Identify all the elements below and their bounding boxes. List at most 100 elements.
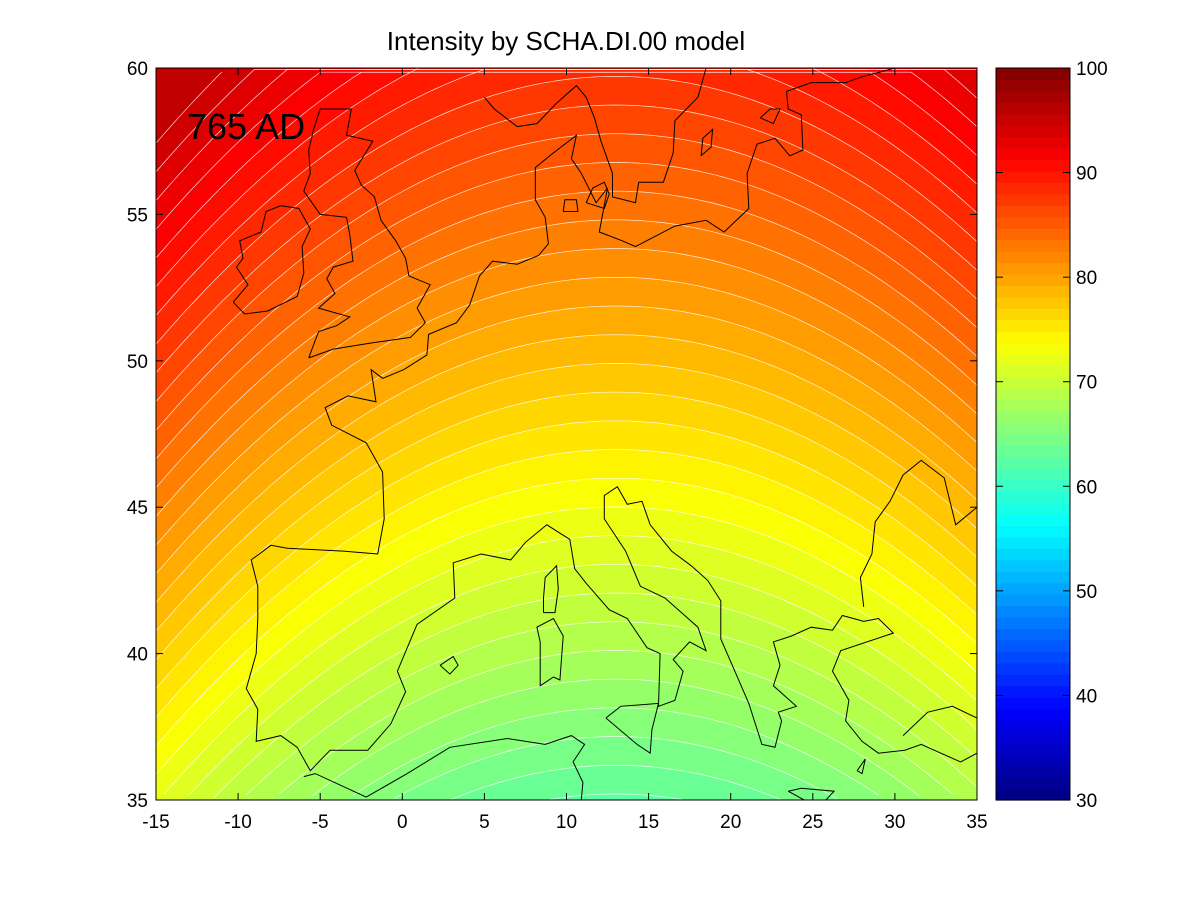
coastline xyxy=(543,564,559,614)
contour-line xyxy=(393,736,838,800)
colorbar-step xyxy=(996,170,1070,183)
colorbar-step xyxy=(996,697,1070,710)
colorbar-tick-label: 70 xyxy=(1076,373,1097,394)
contour-line xyxy=(155,363,978,632)
colorbar-step xyxy=(996,68,1070,81)
contour-line xyxy=(155,449,978,718)
contour-band xyxy=(156,68,977,172)
x-tick-label: 25 xyxy=(802,812,823,833)
x-tick-label: 5 xyxy=(479,812,490,833)
contour-line xyxy=(155,69,978,316)
coastline xyxy=(536,617,564,687)
contour-line xyxy=(155,334,978,603)
colorbar-step xyxy=(996,388,1070,401)
coastline xyxy=(759,108,781,125)
contour-line xyxy=(163,535,978,795)
x-tick-label: 35 xyxy=(966,812,987,833)
colorbar-step xyxy=(996,296,1070,309)
colorbar-step xyxy=(996,205,1070,218)
contour-line xyxy=(155,276,978,546)
colorbar-step xyxy=(996,662,1070,675)
colorbar-step xyxy=(996,342,1070,355)
colorbar-step xyxy=(996,731,1070,744)
coastline xyxy=(859,459,977,607)
contour-line xyxy=(155,506,978,775)
contour-line xyxy=(155,219,978,488)
colorbar-step xyxy=(996,125,1070,138)
x-axis: -15 -10 -5 0 5 10 15 20 25 30 35 xyxy=(142,68,988,833)
contour-line xyxy=(155,67,978,287)
coastline xyxy=(585,181,610,210)
intensity-field xyxy=(156,68,977,800)
colorbar-frame xyxy=(995,67,1071,801)
contour-line xyxy=(155,420,978,689)
coastline xyxy=(303,108,431,359)
coastlines xyxy=(232,68,977,800)
colorbar-step xyxy=(996,536,1070,549)
colorbar-step xyxy=(996,525,1070,538)
x-tick-label: -10 xyxy=(224,812,251,833)
colorbar-step xyxy=(996,399,1070,412)
y-axis: 35 40 45 50 55 60 xyxy=(127,59,977,812)
coastline xyxy=(700,128,714,157)
contour-line xyxy=(155,75,978,345)
colorbar-tick-label: 50 xyxy=(1076,582,1097,603)
coastline xyxy=(605,702,660,755)
coastline xyxy=(245,134,977,772)
colorbar-step xyxy=(996,765,1070,778)
colorbar-step xyxy=(996,113,1070,126)
contour-line xyxy=(155,248,978,517)
y-tick-label: 50 xyxy=(127,352,148,373)
colorbar-step xyxy=(996,674,1070,687)
contour-line xyxy=(155,190,978,460)
colorbar-step xyxy=(996,685,1070,698)
colorbar-step xyxy=(996,159,1070,172)
contour-line xyxy=(155,69,978,201)
coastline xyxy=(303,735,586,800)
coastline xyxy=(562,199,579,212)
colorbar-step xyxy=(996,491,1070,504)
colorbar-step xyxy=(996,651,1070,664)
contour-line xyxy=(155,162,978,431)
coastline xyxy=(484,68,707,204)
colorbar-step xyxy=(996,319,1070,332)
colorbar-tick-label: 60 xyxy=(1076,477,1097,498)
colorbar-step xyxy=(996,148,1070,161)
y-tick-label: 60 xyxy=(127,59,148,80)
coastline xyxy=(856,758,866,775)
colorbar-step xyxy=(996,308,1070,321)
contour-line xyxy=(278,650,953,795)
contour-line xyxy=(311,678,920,797)
colorbar-step xyxy=(996,754,1070,767)
colorbar-step xyxy=(996,788,1070,801)
colorbar-tick-label: 100 xyxy=(1076,59,1108,80)
colorbar-step xyxy=(996,251,1070,264)
y-tick-label: 55 xyxy=(127,205,148,226)
contour-line xyxy=(188,563,978,796)
contour-lines xyxy=(155,67,978,800)
colorbar-step xyxy=(996,102,1070,115)
colorbar-step xyxy=(996,376,1070,389)
colorbar-tick-label: 90 xyxy=(1076,164,1097,185)
colorbar-step xyxy=(996,136,1070,149)
colorbar-step xyxy=(996,182,1070,195)
x-tick-label: -15 xyxy=(142,812,169,833)
contour-line xyxy=(155,71,978,259)
colorbar-step xyxy=(996,617,1070,630)
colorbar-step xyxy=(996,628,1070,641)
colorbar-step xyxy=(996,639,1070,652)
contour-line xyxy=(155,391,978,661)
colorbar-step xyxy=(996,365,1070,378)
colorbar-step xyxy=(996,193,1070,206)
contour-line xyxy=(246,621,978,795)
colorbar-step xyxy=(996,216,1070,229)
coastline xyxy=(598,68,896,248)
x-tick-label: 20 xyxy=(720,812,741,833)
colorbar-step xyxy=(996,273,1070,286)
colorbar-step xyxy=(996,468,1070,481)
colorbar-step xyxy=(996,422,1070,435)
colorbar-step xyxy=(996,411,1070,424)
contour-line xyxy=(155,71,222,144)
colorbar-step xyxy=(996,445,1070,458)
x-tick-label: 10 xyxy=(556,812,577,833)
